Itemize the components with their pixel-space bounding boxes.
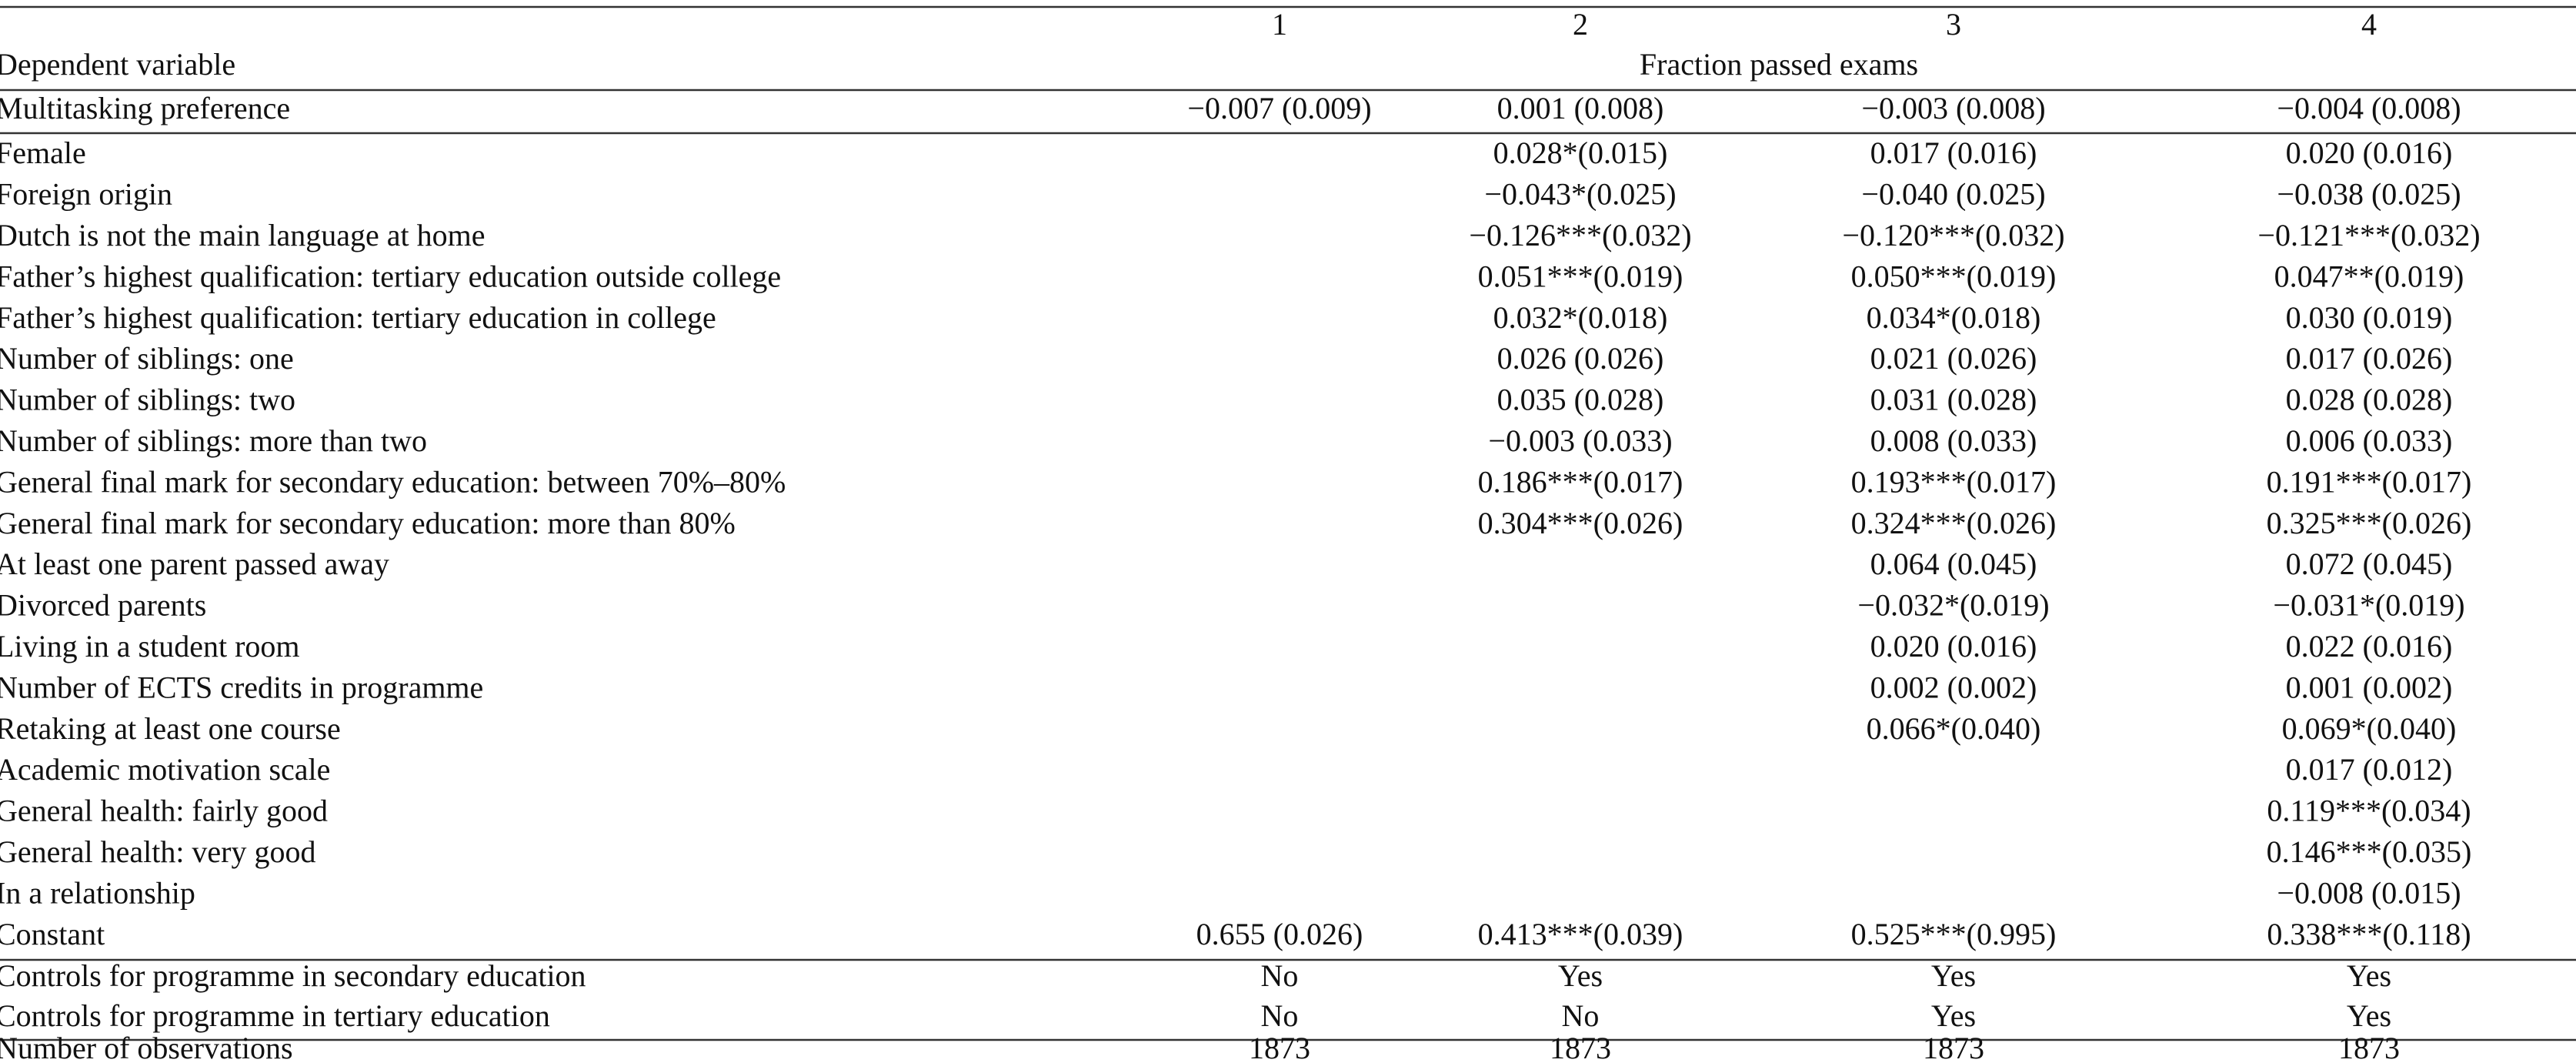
cell: 0.324***(0.026) [1851, 506, 2057, 540]
cell: −0.003 (0.033) [1488, 423, 1672, 458]
cell: 0.028 (0.028) [2286, 383, 2453, 417]
cell: 0.002 (0.002) [1870, 670, 2037, 704]
row-label: Father’s highest qualification: tertiary… [0, 259, 781, 293]
cell: −0.031*(0.019) [2273, 588, 2464, 623]
cell: 0.017 (0.016) [1870, 135, 2037, 170]
row-label: Living in a student room [0, 629, 300, 664]
cell: 1873 [1550, 1031, 1611, 1059]
cell: 0.028*(0.015) [1493, 135, 1668, 170]
row-label: Academic motivation scale [0, 752, 330, 787]
cell: 0.655 (0.026) [1196, 917, 1363, 951]
row-label: Constant [0, 917, 105, 951]
cell: 0.020 (0.016) [1870, 629, 2037, 664]
cell: −0.038 (0.025) [2277, 177, 2461, 212]
row-label: Number of siblings: one [0, 341, 294, 376]
cell: 0.032*(0.018) [1493, 300, 1668, 335]
cell: 0.022 (0.016) [2286, 629, 2453, 664]
cell: 0.413***(0.039) [1478, 917, 1683, 951]
cell: 0.050***(0.019) [1851, 259, 2057, 293]
cell: −0.004 (0.008) [2277, 91, 2461, 125]
cell: 0.047**(0.019) [2274, 259, 2464, 293]
cell: No [1562, 998, 1600, 1033]
cell: 0.034*(0.018) [1867, 300, 2041, 335]
cell: −0.040 (0.025) [1861, 177, 2045, 212]
cell: −0.003 (0.008) [1861, 91, 2045, 125]
row-label: Father’s highest qualification: tertiary… [0, 300, 716, 335]
row-label: Retaking at least one course [0, 711, 341, 746]
cell: −0.120***(0.032) [1842, 218, 2064, 252]
cell: 0.066*(0.040) [1867, 711, 2041, 746]
row-label: Dutch is not the main language at home [0, 218, 486, 252]
cell: −0.121***(0.032) [2257, 218, 2480, 252]
cell: 0.146***(0.035) [2267, 834, 2472, 869]
cell: −0.032*(0.019) [1857, 588, 2049, 623]
cell: 0.001 (0.002) [2286, 670, 2453, 704]
cell: −0.007 (0.009) [1187, 91, 1371, 125]
cell: 0.026 (0.026) [1497, 341, 1664, 376]
cell: No [1261, 958, 1299, 993]
column-number: 1 [1272, 7, 1287, 42]
row-label: Female [0, 135, 86, 170]
cell: 0.304***(0.026) [1478, 506, 1683, 540]
row-label: Divorced parents [0, 588, 206, 623]
row-label: General health: very good [0, 834, 316, 869]
row-label: At least one parent passed away [0, 547, 389, 581]
cell: 1873 [1923, 1031, 1984, 1059]
cell: 0.119***(0.034) [2267, 794, 2471, 828]
cell: Yes [1931, 958, 1976, 993]
cell: 0.008 (0.033) [1870, 423, 2037, 458]
row-label: Number of siblings: two [0, 383, 295, 417]
cell: Yes [2347, 958, 2391, 993]
column-number: 4 [2361, 7, 2377, 42]
row-label: Number of observations [0, 1031, 293, 1059]
cell: 0.035 (0.028) [1497, 383, 1664, 417]
dependent-label: Dependent variable [0, 47, 235, 82]
cell: 0.325***(0.026) [2267, 506, 2472, 540]
row-label: General final mark for secondary educati… [0, 464, 786, 499]
cell: 0.006 (0.033) [2286, 423, 2453, 458]
cell: 0.021 (0.026) [1870, 341, 2037, 376]
row-label: Controls for programme in tertiary educa… [0, 998, 550, 1033]
cell: 0.051***(0.019) [1478, 259, 1683, 293]
row-label: Number of siblings: more than two [0, 423, 427, 458]
cell: No [1261, 998, 1299, 1033]
row-label: Foreign origin [0, 177, 172, 212]
cell: −0.126***(0.032) [1469, 218, 1691, 252]
cell: 0.064 (0.045) [1870, 547, 2037, 581]
cell: −0.043*(0.025) [1484, 177, 1676, 212]
cell: 0.017 (0.012) [2286, 752, 2453, 787]
cell: 0.020 (0.016) [2286, 135, 2453, 170]
cell: Yes [1931, 998, 1976, 1033]
row-label: Controls for programme in secondary educ… [0, 958, 586, 993]
cell: 0.193***(0.017) [1851, 464, 2057, 499]
cell: 0.030 (0.019) [2286, 300, 2453, 335]
cell: 0.001 (0.008) [1497, 91, 1664, 125]
cell: 0.031 (0.028) [1870, 383, 2037, 417]
cell: Yes [1558, 958, 1603, 993]
cell: 1873 [1249, 1031, 1310, 1059]
cell: 0.525***(0.995) [1851, 917, 2057, 951]
row-label: In a relationship [0, 875, 195, 910]
row-label: General final mark for secondary educati… [0, 506, 736, 540]
cell: 0.017 (0.026) [2286, 341, 2453, 376]
row-label: Multitasking preference [0, 91, 290, 125]
cell: 1873 [2338, 1031, 2400, 1059]
cell: 0.072 (0.045) [2286, 547, 2453, 581]
cell: Yes [2347, 998, 2391, 1033]
column-number: 3 [1946, 7, 1961, 42]
cell: 0.186***(0.017) [1478, 464, 1683, 499]
column-number: 2 [1573, 7, 1588, 42]
row-label: Number of ECTS credits in programme [0, 670, 483, 704]
row-label: General health: fairly good [0, 794, 328, 828]
cell: 0.069*(0.040) [2282, 711, 2457, 746]
dependent-value: Fraction passed exams [1640, 47, 1918, 82]
cell: −0.008 (0.015) [2277, 875, 2461, 910]
cell: 0.338***(0.118) [2267, 917, 2471, 951]
cell: 0.191***(0.017) [2267, 464, 2472, 499]
